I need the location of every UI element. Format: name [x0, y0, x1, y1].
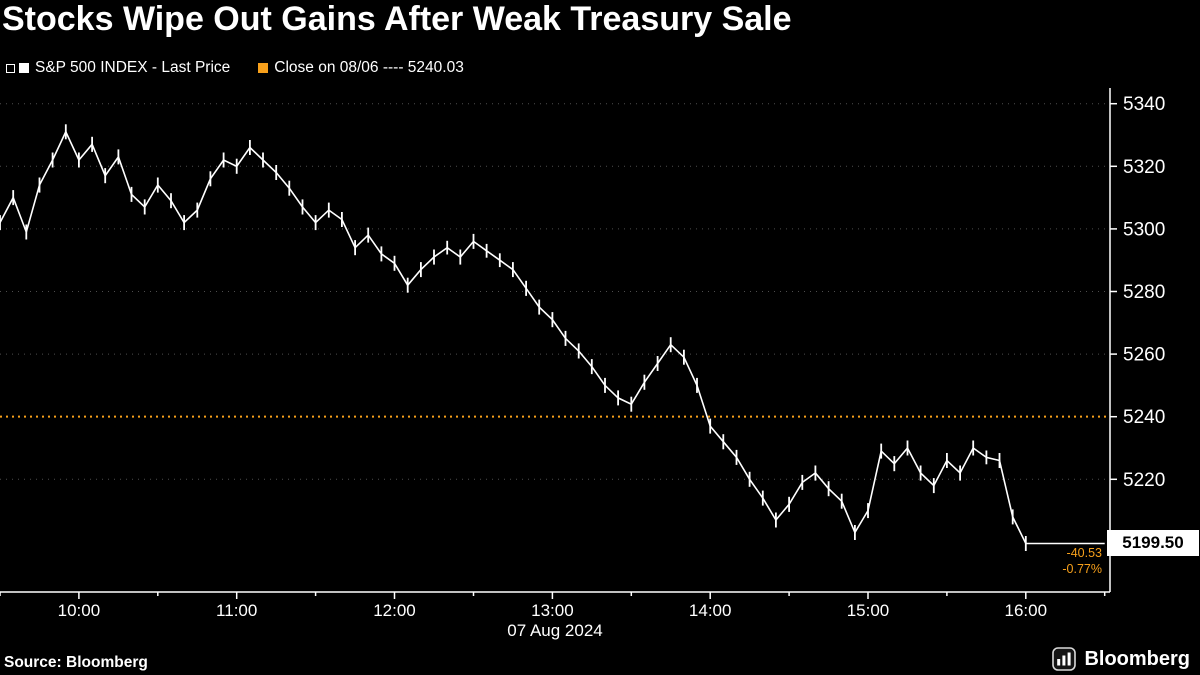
chart-legend: S&P 500 INDEX - Last Price Close on 08/0… — [6, 59, 464, 77]
close-color-swatch-icon — [258, 63, 269, 73]
pct-change-label: -0.77% — [1062, 562, 1102, 577]
chart-title: Stocks Wipe Out Gains After Weak Treasur… — [2, 0, 792, 38]
source-credit: Source: Bloomberg — [4, 654, 148, 671]
y-tick-label: 5280 — [1123, 282, 1165, 303]
y-tick-label: 5240 — [1123, 407, 1165, 428]
x-tick-label: 16:00 — [1005, 601, 1048, 620]
x-tick-label: 12:00 — [373, 601, 416, 620]
legend-label-last-price: S&P 500 INDEX - Last Price — [35, 59, 231, 76]
price-line — [0, 129, 1105, 545]
x-tick-label: 15:00 — [847, 601, 890, 620]
y-tick-label: 5260 — [1123, 345, 1165, 366]
x-tick-label: 13:00 — [531, 601, 574, 620]
legend-label-prev-close: Close on 08/06 ---- 5240.03 — [274, 59, 464, 76]
net-change-label: -40.53 — [1066, 546, 1102, 561]
legend-item-prev-close: Close on 08/06 ---- 5240.03 — [258, 59, 464, 77]
legend-item-last-price: S&P 500 INDEX - Last Price — [6, 59, 230, 77]
y-tick-label: 5320 — [1123, 157, 1165, 178]
x-tick-label: 11:00 — [216, 601, 257, 620]
x-tick-label: 10:00 — [58, 601, 101, 620]
bloomberg-logo: Bloomberg — [1052, 647, 1190, 671]
y-tick-label: 5220 — [1123, 470, 1165, 491]
bloomberg-logo-icon — [1052, 647, 1077, 671]
last-price-flag: 5199.50 — [1107, 530, 1199, 557]
bloomberg-wordmark: Bloomberg — [1084, 647, 1190, 670]
date-axis-label: 07 Aug 2024 — [507, 621, 603, 640]
y-tick-label: 5300 — [1123, 219, 1165, 240]
x-tick-label: 14:00 — [689, 601, 732, 620]
y-tick-label: 5340 — [1123, 94, 1165, 115]
series-color-swatch-icon — [19, 63, 29, 73]
legend-toggle-icon — [6, 63, 15, 73]
